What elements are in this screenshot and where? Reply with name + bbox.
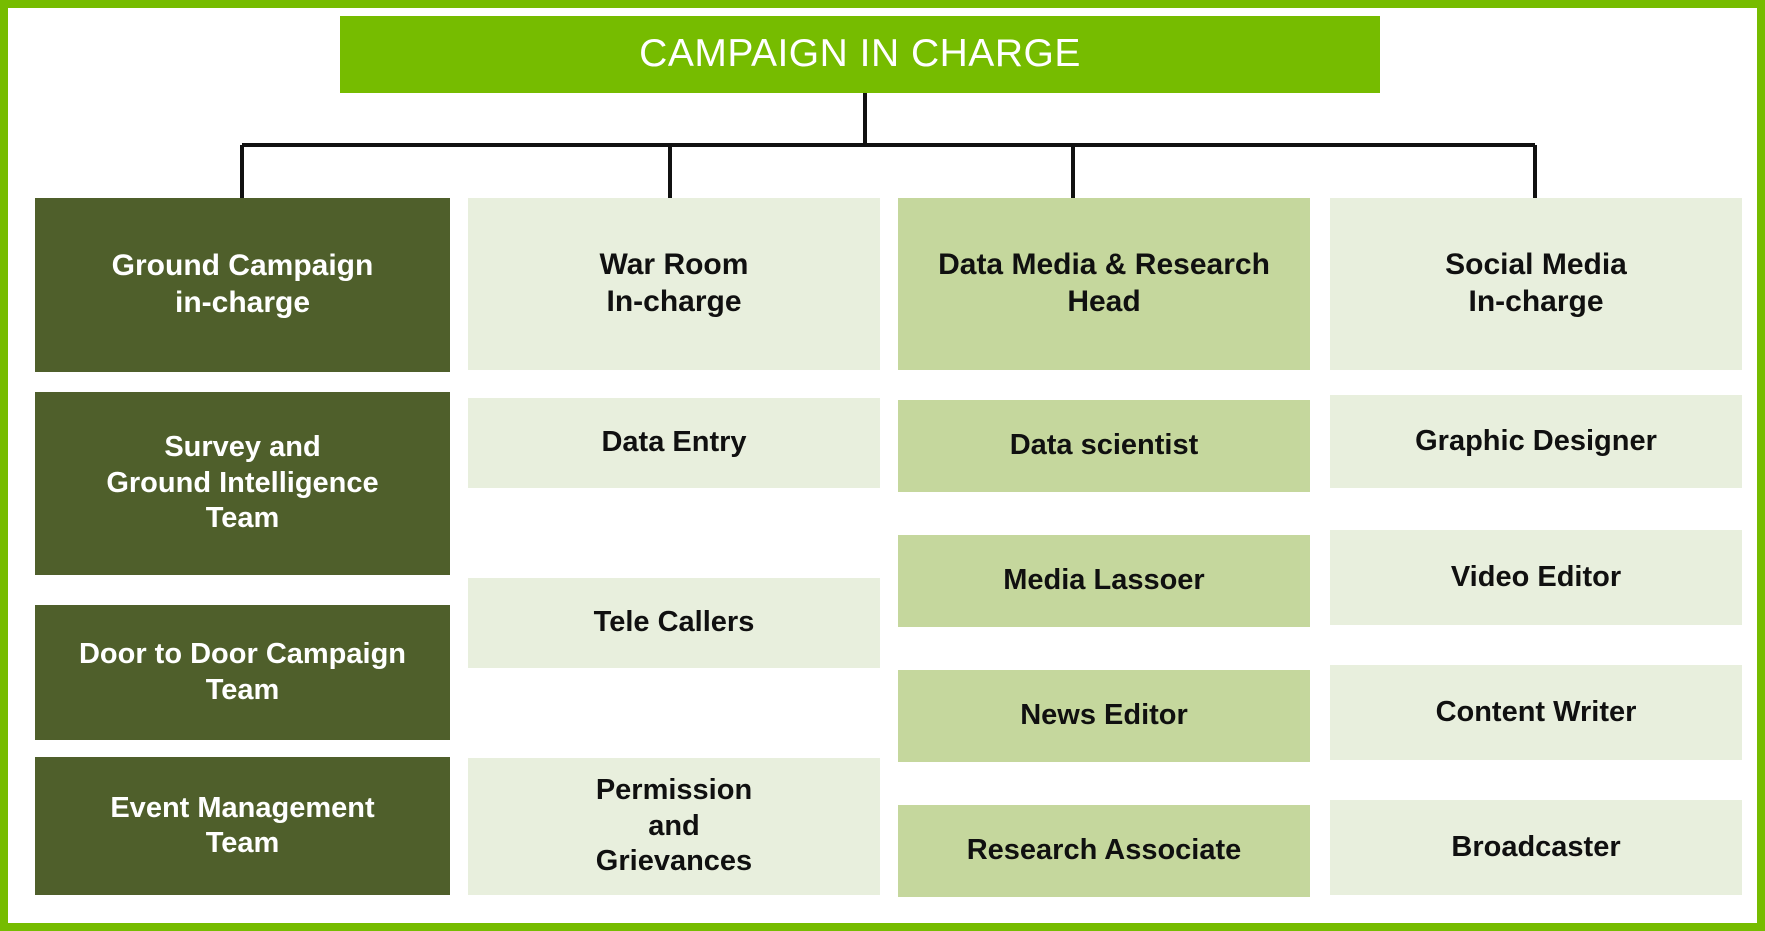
node-survey-ground-intelligence-team[interactable]: Survey and Ground Intelligence Team: [35, 392, 450, 575]
node-label: Door to Door Campaign Team: [78, 638, 407, 706]
node-data-entry[interactable]: Data Entry: [468, 398, 880, 488]
node-label: Media Lassoer: [1003, 564, 1205, 597]
node-tele-callers[interactable]: Tele Callers: [468, 578, 880, 668]
node-label: News Editor: [1020, 699, 1188, 732]
node-label: Data Entry: [601, 426, 747, 459]
node-label: Data Media & Research Head: [938, 248, 1270, 318]
node-event-management-team[interactable]: Event Management Team: [35, 757, 450, 895]
node-label: Graphic Designer: [1415, 424, 1657, 457]
node-video-editor[interactable]: Video Editor: [1330, 530, 1742, 625]
node-label: Content Writer: [1435, 695, 1637, 728]
node-label: Permission and Grievances: [595, 774, 753, 878]
node-war-room-in-charge[interactable]: War Room In-charge: [468, 198, 880, 370]
node-label: Research Associate: [966, 834, 1242, 867]
node-label: Ground Campaign in-charge: [111, 249, 374, 319]
node-door-to-door-campaign-team[interactable]: Door to Door Campaign Team: [35, 605, 450, 740]
node-permission-and-grievances[interactable]: Permission and Grievances: [468, 758, 880, 895]
node-ground-campaign-in-charge[interactable]: Ground Campaign in-charge: [35, 198, 450, 372]
node-label: Tele Callers: [593, 606, 755, 639]
root-node-campaign-in-charge[interactable]: CAMPAIGN IN CHARGE: [340, 16, 1380, 93]
node-label: Video Editor: [1450, 560, 1622, 593]
node-label: Data scientist: [1009, 429, 1199, 462]
root-node-label: CAMPAIGN IN CHARGE: [639, 32, 1081, 76]
node-news-editor[interactable]: News Editor: [898, 670, 1310, 762]
node-data-scientist[interactable]: Data scientist: [898, 400, 1310, 492]
node-graphic-designer[interactable]: Graphic Designer: [1330, 395, 1742, 488]
node-label: Social Media In-charge: [1445, 248, 1627, 318]
node-label: Survey and Ground Intelligence Team: [106, 431, 379, 535]
node-content-writer[interactable]: Content Writer: [1330, 665, 1742, 760]
node-media-lassoer[interactable]: Media Lassoer: [898, 535, 1310, 627]
node-label: War Room In-charge: [599, 248, 749, 318]
node-label: Broadcaster: [1451, 830, 1621, 863]
node-label: Event Management Team: [110, 791, 375, 859]
node-social-media-in-charge[interactable]: Social Media In-charge: [1330, 198, 1742, 370]
node-data-media-research-head[interactable]: Data Media & Research Head: [898, 198, 1310, 370]
node-broadcaster[interactable]: Broadcaster: [1330, 800, 1742, 895]
node-research-associate[interactable]: Research Associate: [898, 805, 1310, 897]
